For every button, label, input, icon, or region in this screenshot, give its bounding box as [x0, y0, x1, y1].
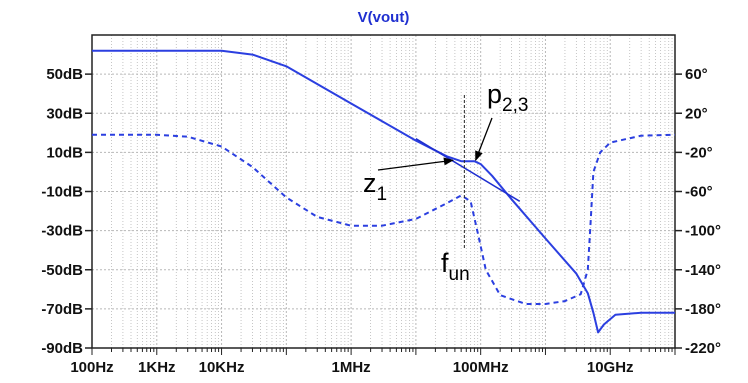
y-left-tick-label: -30dB: [41, 223, 83, 240]
x-tick-label: 10GHz: [587, 359, 634, 376]
y-right-tick-label: -180°: [685, 301, 721, 318]
series-layer: [92, 49, 676, 334]
chart-title: V(vout): [358, 9, 410, 26]
axis-ticks: [85, 73, 682, 355]
y-right-tick-label: 20°: [685, 105, 708, 122]
tick-labels: 50dB 30dB 10dB -10dB -30dB -50dB -70dB -90dB 60°…: [41, 66, 721, 376]
annotations: p2,3 z1 fun: [363, 79, 528, 285]
y-left-tick-label: -90dB: [41, 340, 83, 357]
y-left-tick-label: -70dB: [41, 301, 83, 318]
x-tick-label: 100Hz: [70, 359, 113, 376]
phase-trace: [92, 133, 676, 305]
z1-label: z1: [363, 168, 387, 205]
asymptote-line: [415, 138, 521, 202]
y-left-tick-label: 50dB: [46, 66, 83, 83]
x-tick-label: 100MHz: [453, 359, 509, 376]
y-right-tick-label: -140°: [685, 262, 721, 279]
x-tick-label: 10KHz: [199, 359, 245, 376]
y-left-tick-label: -50dB: [41, 262, 83, 279]
y-left-tick-label: 10dB: [46, 144, 83, 161]
y-right-tick-label: -100°: [685, 223, 721, 240]
p23-arrow: [475, 117, 493, 162]
x-tick-label: 1KHz: [138, 359, 176, 376]
y-right-tick-label: -20°: [685, 144, 713, 161]
fun-label: fun: [441, 248, 470, 285]
y-left-tick-label: -10dB: [41, 184, 83, 201]
y-right-tick-label: -60°: [685, 184, 713, 201]
z1-arrow: [377, 157, 454, 171]
y-right-tick-label: -220°: [685, 340, 721, 357]
y-right-tick-label: 60°: [685, 66, 708, 83]
y-left-tick-label: 30dB: [46, 105, 83, 122]
magnitude-trace: [92, 49, 675, 334]
x-tick-label: 1MHz: [332, 359, 371, 376]
grid: [92, 35, 675, 348]
p23-label: p2,3: [487, 79, 528, 116]
